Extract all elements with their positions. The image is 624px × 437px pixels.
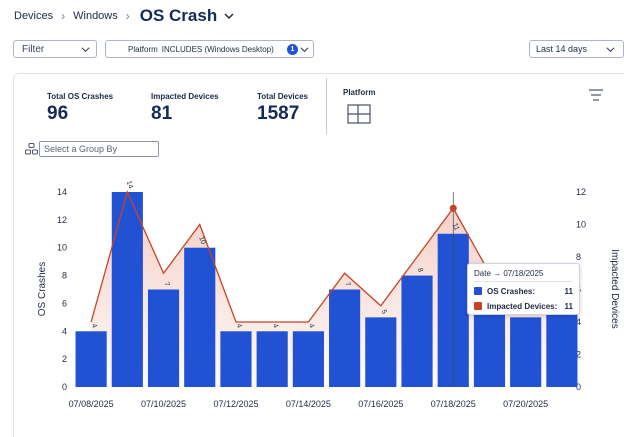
kpi-divider bbox=[326, 78, 327, 134]
platform-filter-pill[interactable]: Platform INCLUDES (Windows Desktop) 1 bbox=[105, 40, 314, 58]
breadcrumb: Devices › Windows › OS Crash bbox=[14, 6, 235, 26]
tooltip-row-os-crashes: OS Crashes: 11 bbox=[474, 285, 573, 297]
chevron-down-icon[interactable] bbox=[223, 10, 235, 22]
platform-label: Platform bbox=[343, 88, 375, 97]
kpi-value: 81 bbox=[151, 103, 219, 125]
kpi-total-os-crashes: Total OS Crashes 96 bbox=[47, 92, 113, 125]
page-title: OS Crash bbox=[140, 6, 217, 26]
chevron-down-icon bbox=[300, 45, 309, 54]
tooltip-divider bbox=[474, 281, 573, 282]
breadcrumb-item-windows[interactable]: Windows bbox=[73, 10, 118, 22]
kpi-value: 96 bbox=[47, 103, 113, 125]
tooltip-series-name: Impacted Devices: bbox=[487, 302, 565, 311]
kpi-label: Total Devices bbox=[257, 92, 308, 101]
date-range-value: Last 14 days bbox=[536, 44, 587, 54]
kpi-label: Total OS Crashes bbox=[47, 92, 113, 101]
crash-summary-card bbox=[13, 73, 624, 437]
tooltip-row-impacted-devices: Impacted Devices: 11 bbox=[474, 300, 573, 312]
breadcrumb-item-devices[interactable]: Devices bbox=[14, 10, 53, 22]
kpi-impacted-devices: Impacted Devices 81 bbox=[151, 92, 219, 125]
windows-icon bbox=[347, 104, 371, 124]
group-by-input[interactable] bbox=[39, 141, 159, 157]
chart-options-icon[interactable] bbox=[588, 88, 604, 102]
kpi-label: Impacted Devices bbox=[151, 92, 219, 101]
kpi-value: 1587 bbox=[257, 103, 308, 125]
chevron-down-icon bbox=[606, 45, 615, 54]
breadcrumb-separator-icon: › bbox=[61, 9, 65, 23]
tooltip-series-value: 11 bbox=[565, 287, 573, 296]
group-by-icon bbox=[25, 143, 38, 155]
breadcrumb-separator-icon: › bbox=[126, 9, 130, 23]
tooltip-header: Date → 07/18/2025 bbox=[474, 269, 543, 278]
kpi-total-devices: Total Devices 1587 bbox=[257, 92, 308, 125]
chevron-down-icon bbox=[81, 45, 90, 54]
legend-swatch-os-crashes bbox=[474, 287, 482, 295]
filter-count-badge: 1 bbox=[287, 44, 298, 55]
filter-dropdown[interactable]: Filter bbox=[13, 40, 97, 58]
platform-filter-value: INCLUDES (Windows Desktop) bbox=[162, 45, 274, 54]
platform-filter-name: Platform bbox=[128, 45, 158, 54]
chart-tooltip: Date → 07/18/2025 OS Crashes: 11 Impacte… bbox=[467, 263, 580, 315]
tooltip-series-name: OS Crashes: bbox=[487, 287, 565, 296]
filter-label: Filter bbox=[22, 44, 44, 55]
legend-swatch-impacted-devices bbox=[474, 302, 482, 310]
tooltip-series-value: 11 bbox=[565, 302, 573, 311]
date-range-select[interactable]: Last 14 days bbox=[529, 40, 624, 58]
